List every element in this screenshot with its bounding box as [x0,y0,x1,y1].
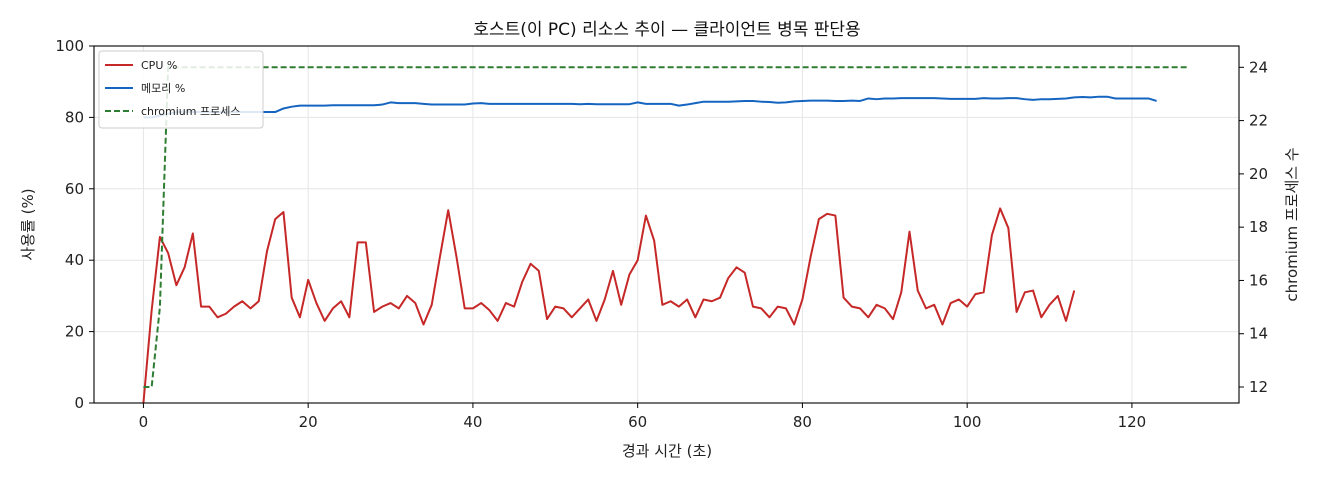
x-tick-label: 100 [953,413,982,431]
y-tick-label: 100 [55,37,84,55]
x-axis-title: 경과 시간 (초) [622,442,712,460]
y2-tick-label: 18 [1249,218,1268,236]
series-layer [142,66,1190,404]
legend-label: 메모리 % [141,82,185,95]
y-tick-label: 40 [65,251,84,269]
y-tick-label: 0 [74,394,84,412]
x-tick-label: 80 [793,413,812,431]
y2-axis-title: chromium 프로세스 수 [1283,147,1301,301]
plot-frame [93,45,1240,404]
y2-tick-label: 24 [1249,58,1268,76]
series-line-1 [143,95,1157,119]
y2-tick-label: 22 [1249,112,1268,130]
series-line-2 [143,66,1190,389]
y-tick-label: 80 [65,108,84,126]
y2-tick-label: 12 [1249,378,1268,396]
y2-tick-label: 20 [1249,165,1268,183]
y-axis-left: 0 20 40 60 80 100 [55,37,94,412]
y-tick-label: 20 [65,323,84,341]
y2-tick-label: 16 [1249,271,1268,289]
x-tick-label: 40 [463,413,482,431]
x-axis: 0 20 40 60 80 100 120 [139,403,1147,431]
legend-label: chromium 프로세스 [141,105,240,118]
x-tick-label: 120 [1118,413,1147,431]
legend: CPU % 메모리 % chromium 프로세스 [98,50,264,129]
legend-label: CPU % [141,59,177,72]
x-tick-label: 0 [139,413,149,431]
x-tick-label: 20 [299,413,318,431]
chart-title: 호스트(이 PC) 리소스 추이 — 클라이언트 병목 판단용 [473,20,860,40]
y-tick-label: 60 [65,180,84,198]
x-tick-label: 60 [628,413,647,431]
y-axis-right: 12 14 16 18 20 22 24 [1239,58,1268,396]
y2-tick-label: 14 [1249,325,1268,343]
series-line-0 [142,207,1076,404]
y-axis-title: 사용률 (%) [19,188,37,260]
legend-box [98,50,264,129]
